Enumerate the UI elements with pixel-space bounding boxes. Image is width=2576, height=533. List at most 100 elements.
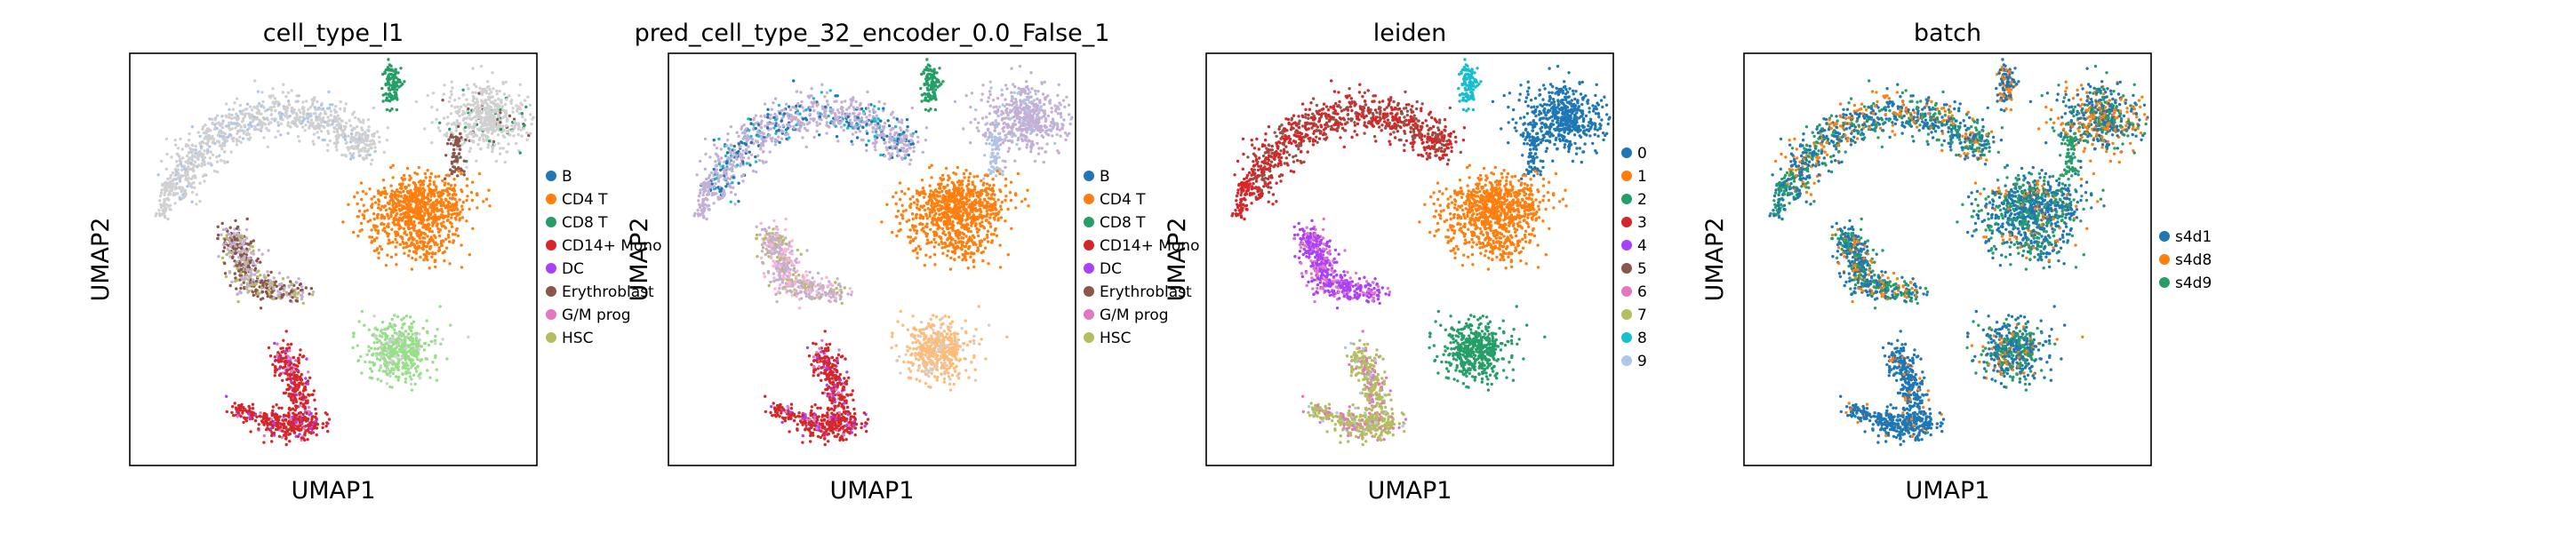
- data-point: [836, 115, 840, 119]
- data-point: [360, 228, 364, 232]
- data-point: [271, 409, 275, 413]
- data-point: [180, 189, 183, 194]
- data-point: [739, 155, 743, 159]
- data-point: [389, 359, 393, 362]
- data-point: [337, 124, 340, 129]
- data-point: [447, 235, 451, 239]
- data-point: [470, 180, 475, 184]
- data-point: [878, 119, 882, 123]
- data-point: [297, 370, 300, 374]
- data-point: [347, 203, 350, 206]
- data-point: [426, 244, 429, 249]
- data-point: [259, 274, 262, 277]
- data-point: [510, 123, 514, 128]
- data-point: [412, 237, 416, 241]
- data-point: [239, 283, 244, 287]
- data-point: [840, 100, 844, 104]
- data-point: [267, 418, 270, 421]
- data-point: [459, 105, 463, 109]
- data-point: [478, 147, 483, 151]
- data-point: [443, 133, 446, 137]
- data-point: [912, 149, 916, 154]
- data-point: [419, 207, 423, 211]
- data-point: [286, 383, 290, 387]
- data-point: [486, 103, 490, 107]
- data-point: [428, 376, 432, 379]
- data-point: [445, 219, 450, 223]
- data-point: [413, 367, 418, 370]
- data-point: [383, 359, 387, 362]
- data-point: [410, 388, 414, 392]
- data-point: [202, 141, 205, 145]
- data-point: [461, 88, 465, 92]
- data-point: [332, 130, 336, 134]
- data-point: [356, 191, 359, 195]
- data-point: [282, 422, 286, 426]
- data-point: [292, 293, 297, 297]
- data-point: [218, 134, 222, 138]
- data-point: [313, 112, 316, 115]
- data-point: [272, 431, 276, 435]
- data-point: [188, 184, 192, 187]
- data-point: [446, 210, 450, 213]
- data-point: [437, 246, 441, 250]
- data-point: [302, 426, 306, 430]
- data-point: [517, 112, 522, 115]
- data-point: [385, 139, 389, 142]
- data-point: [256, 123, 260, 127]
- data-point: [212, 137, 216, 141]
- data-point: [298, 391, 302, 394]
- data-point: [298, 115, 301, 119]
- data-point: [450, 204, 453, 208]
- data-point: [230, 238, 234, 243]
- data-point: [475, 98, 479, 101]
- data-point: [236, 415, 239, 418]
- data-point: [354, 133, 358, 137]
- data-point: [436, 107, 439, 112]
- data-point: [774, 139, 778, 142]
- data-point: [164, 203, 169, 206]
- legend-marker: [546, 171, 556, 181]
- data-point: [834, 113, 837, 117]
- data-point: [515, 141, 518, 146]
- data-point: [523, 123, 526, 127]
- data-point: [173, 167, 177, 171]
- data-point: [394, 375, 398, 378]
- data-point: [304, 123, 308, 127]
- data-point: [293, 290, 297, 294]
- data-point: [458, 219, 461, 222]
- data-point: [352, 331, 356, 335]
- data-point: [199, 145, 204, 149]
- data-point: [284, 426, 288, 430]
- data-point: [465, 84, 469, 87]
- data-point: [423, 241, 427, 244]
- data-point: [392, 87, 396, 91]
- data-point: [352, 152, 356, 155]
- data-point: [387, 58, 390, 61]
- data-point: [847, 122, 851, 125]
- data-point: [221, 250, 226, 253]
- data-point: [204, 123, 207, 127]
- data-point: [756, 140, 760, 144]
- data-point: [468, 207, 471, 211]
- data-point: [484, 101, 488, 105]
- data-point: [358, 120, 363, 123]
- data-point: [808, 113, 812, 116]
- data-point: [801, 117, 805, 121]
- data-point: [444, 246, 449, 250]
- data-point: [321, 107, 325, 111]
- data-point: [398, 80, 402, 84]
- data-point: [907, 143, 910, 147]
- data-point: [211, 122, 214, 125]
- data-point: [243, 254, 246, 259]
- data-point: [446, 182, 451, 186]
- data-point: [815, 130, 819, 133]
- data-point: [300, 285, 304, 289]
- data-point: [413, 352, 417, 355]
- data-point: [160, 191, 164, 195]
- data-point: [294, 298, 298, 303]
- data-point: [158, 214, 162, 218]
- data-point: [348, 157, 353, 161]
- data-point: [404, 314, 408, 318]
- data-point: [426, 194, 430, 197]
